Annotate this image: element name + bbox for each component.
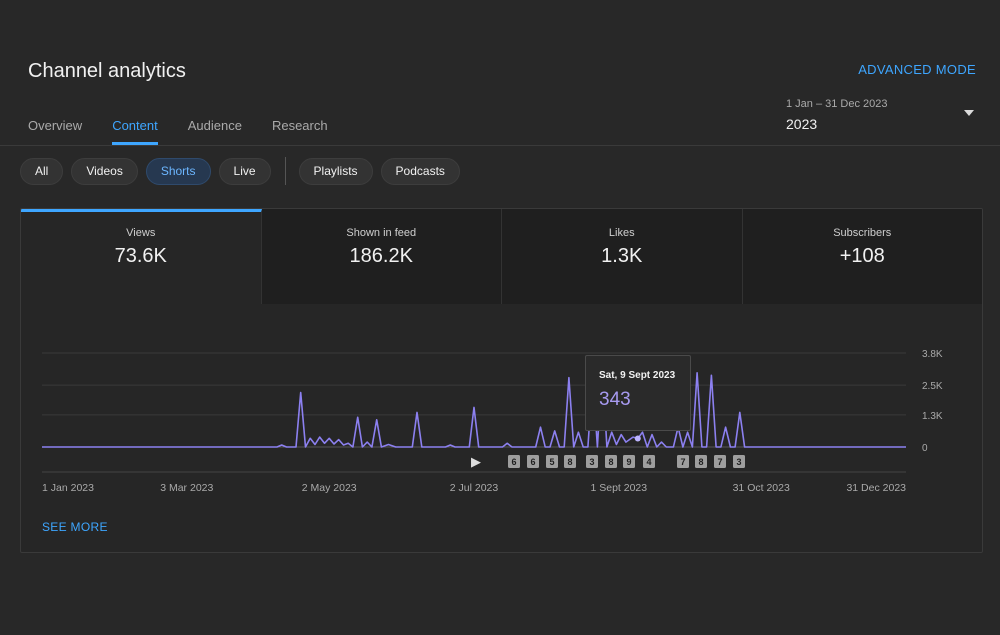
marker-box bbox=[643, 455, 655, 468]
marker-box bbox=[605, 455, 617, 468]
chip-videos[interactable]: Videos bbox=[71, 157, 138, 185]
x-tick-label: 3 Mar 2023 bbox=[160, 482, 213, 494]
hover-point bbox=[634, 435, 641, 442]
chip-divider bbox=[284, 157, 286, 185]
chip-shorts[interactable]: Shorts bbox=[145, 157, 211, 185]
chip-all[interactable]: All bbox=[20, 157, 64, 185]
marker-box bbox=[508, 455, 520, 468]
marker-label: 5 bbox=[549, 457, 554, 467]
marker-label: 3 bbox=[589, 457, 594, 467]
tab-bar: Overview Content Audience Research bbox=[28, 118, 358, 145]
tab-audience[interactable]: Audience bbox=[187, 118, 242, 133]
y-tick-label: 3.8K bbox=[922, 349, 943, 360]
advanced-mode-link[interactable]: ADVANCED MODE bbox=[858, 62, 976, 77]
x-tick-label: 31 Dec 2023 bbox=[846, 482, 906, 494]
date-range-text: 1 Jan – 31 Dec 2023 bbox=[786, 98, 888, 110]
marker-box bbox=[733, 455, 745, 468]
metric-value: +108 bbox=[839, 245, 885, 267]
metric-value: 1.3K bbox=[601, 245, 643, 267]
see-more-link[interactable]: SEE MORE bbox=[42, 520, 108, 534]
marker-box bbox=[695, 455, 707, 468]
chip-playlists[interactable]: Playlists bbox=[298, 157, 373, 185]
marker-box bbox=[564, 455, 576, 468]
x-tick-label: 2 May 2023 bbox=[302, 482, 357, 494]
metric-subscribers[interactable]: Subscribers +108 bbox=[742, 209, 982, 304]
shorts-icon: ▶ bbox=[471, 455, 481, 470]
marker-box bbox=[546, 455, 558, 468]
metric-label: Likes bbox=[608, 227, 635, 239]
marker-label: 6 bbox=[511, 457, 516, 467]
tooltip-value: 343 bbox=[599, 389, 631, 410]
marker-label: 3 bbox=[736, 457, 741, 467]
views-line-chart[interactable]: 3.8K 2.5K 1.3K 0 ▶ 6 6 5 8 3 8 9 4 7 8 7 3 1 Jan 2023 3 Ma… bbox=[21, 304, 983, 514]
x-tick-label: 31 Oct 2023 bbox=[733, 482, 790, 494]
metric-value: 73.6K bbox=[114, 245, 167, 267]
date-range-picker[interactable]: 1 Jan – 31 Dec 2023 2023 bbox=[786, 98, 976, 138]
marker-box bbox=[623, 455, 635, 468]
y-tick-label: 2.5K bbox=[922, 381, 943, 392]
marker-label: 8 bbox=[567, 457, 572, 467]
tab-content[interactable]: Content bbox=[112, 118, 158, 145]
x-tick-label: 2 Jul 2023 bbox=[450, 482, 499, 494]
metric-tabs: Views 73.6K Shown in feed 186.2K Likes 1… bbox=[21, 209, 982, 304]
x-tick-label: 1 Jan 2023 bbox=[42, 482, 94, 494]
tab-research[interactable]: Research bbox=[271, 118, 328, 133]
metric-label: Subscribers bbox=[833, 227, 892, 239]
chart-tooltip: Sat, 9 Sept 2023 343 bbox=[585, 355, 691, 431]
marker-label: 8 bbox=[608, 457, 613, 467]
metric-shown-in-feed[interactable]: Shown in feed 186.2K bbox=[261, 209, 502, 304]
y-tick-label: 0 bbox=[922, 443, 928, 454]
views-series-line bbox=[42, 364, 906, 448]
marker-box bbox=[527, 455, 539, 468]
content-type-filter: All Videos Shorts Live Playlists Podcast… bbox=[20, 157, 468, 185]
tab-overview[interactable]: Overview bbox=[28, 118, 83, 133]
chevron-down-icon bbox=[964, 110, 974, 116]
metric-value: 186.2K bbox=[349, 245, 413, 267]
marker-label: 7 bbox=[717, 457, 722, 467]
marker-label: 7 bbox=[680, 457, 685, 467]
x-tick-label: 1 Sept 2023 bbox=[590, 482, 647, 494]
marker-box bbox=[714, 455, 726, 468]
marker-box bbox=[677, 455, 689, 468]
tooltip-date: Sat, 9 Sept 2023 bbox=[599, 370, 676, 381]
chip-live[interactable]: Live bbox=[218, 157, 271, 185]
header-divider bbox=[0, 145, 1000, 146]
marker-box bbox=[586, 455, 598, 468]
marker-label: 9 bbox=[626, 457, 631, 467]
page-title: Channel analytics bbox=[28, 60, 186, 82]
analytics-card: Views 73.6K Shown in feed 186.2K Likes 1… bbox=[20, 208, 983, 553]
date-year-text: 2023 bbox=[786, 116, 818, 132]
metric-views[interactable]: Views 73.6K bbox=[21, 209, 262, 304]
marker-label: 6 bbox=[530, 457, 535, 467]
y-tick-label: 1.3K bbox=[922, 411, 943, 422]
marker-label: 8 bbox=[698, 457, 703, 467]
chip-podcasts[interactable]: Podcasts bbox=[380, 157, 460, 185]
metric-likes[interactable]: Likes 1.3K bbox=[502, 209, 743, 304]
metric-label: Views bbox=[126, 227, 156, 239]
metric-label: Shown in feed bbox=[346, 227, 417, 239]
marker-label: 4 bbox=[646, 457, 651, 467]
